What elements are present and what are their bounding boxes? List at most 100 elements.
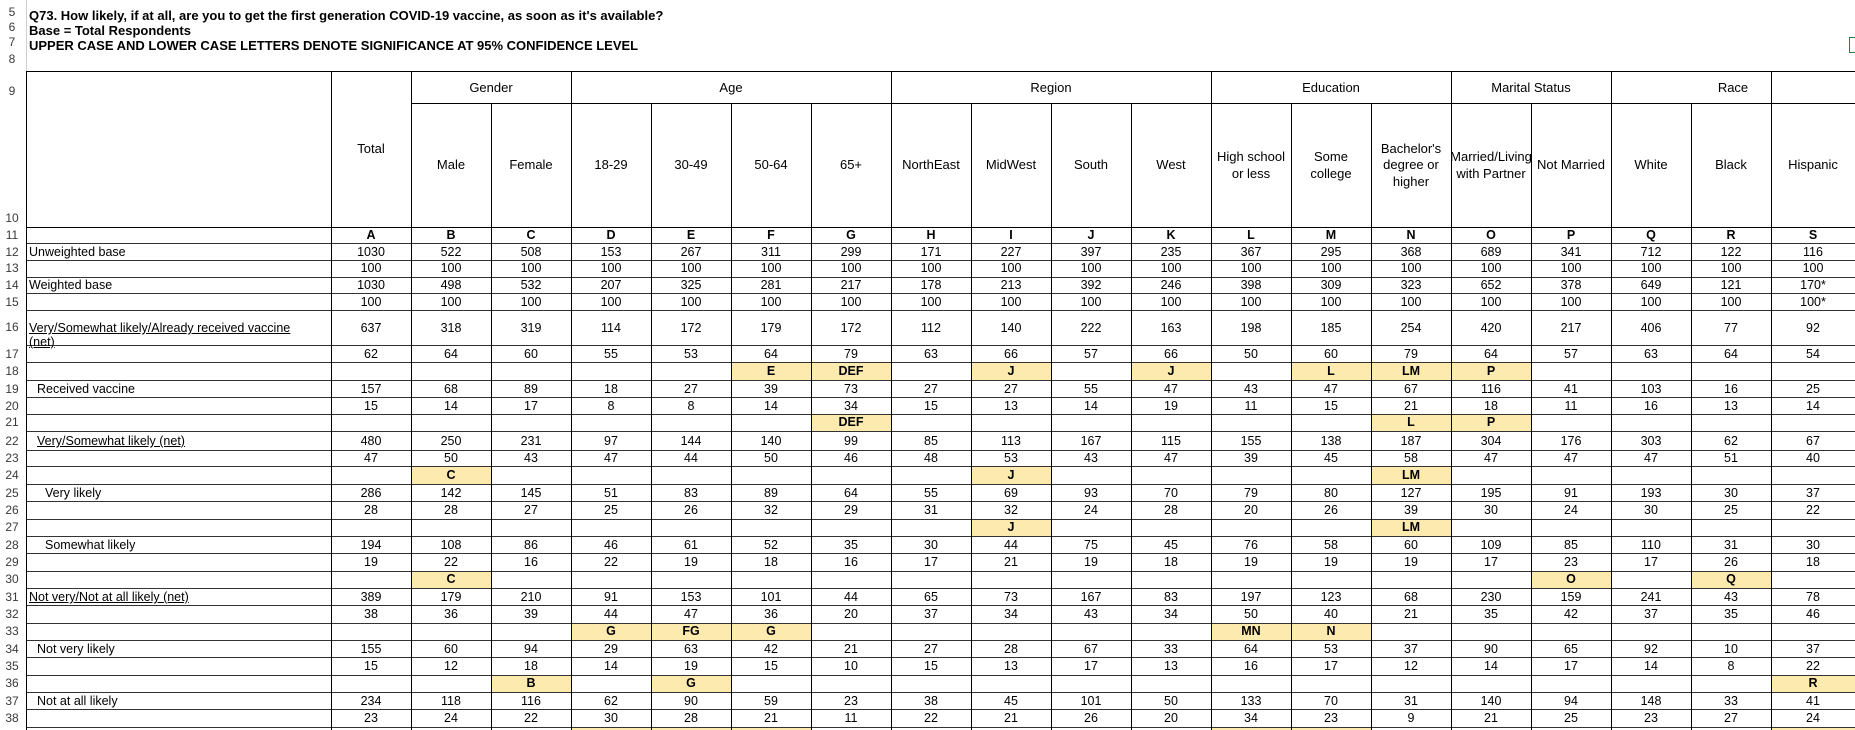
table-cell[interactable]: LM [1401, 520, 1421, 534]
table-cell[interactable]: 39 [524, 607, 538, 621]
table-cell[interactable]: 37 [1806, 486, 1820, 500]
table-cell[interactable]: 649 [1640, 278, 1662, 292]
table-cell[interactable]: 15 [364, 659, 378, 673]
table-cell[interactable]: 101 [760, 590, 782, 604]
table-cell[interactable]: 18 [1806, 555, 1820, 569]
table-cell[interactable]: 100 [360, 261, 382, 275]
table-cell[interactable]: 19 [1324, 555, 1338, 569]
row-number[interactable]: 15 [5, 295, 19, 309]
table-cell[interactable]: 38 [364, 607, 378, 621]
column-header[interactable]: 50-64 [754, 157, 788, 173]
table-cell[interactable]: 63 [684, 642, 698, 656]
table-cell[interactable]: 34 [844, 399, 858, 413]
table-cell[interactable]: 97 [604, 434, 618, 448]
table-cell[interactable]: 230 [1480, 590, 1502, 604]
group-header-marital-status[interactable]: Marital Status [1491, 80, 1571, 95]
table-cell[interactable]: 18 [1484, 399, 1498, 413]
table-cell[interactable]: 38 [924, 694, 938, 708]
table-cell[interactable]: 50 [764, 451, 778, 465]
table-cell[interactable]: 26 [1724, 555, 1738, 569]
table-cell[interactable]: 112 [921, 321, 941, 335]
table-cell[interactable]: 44 [1004, 538, 1018, 552]
table-cell[interactable]: 13 [1724, 399, 1738, 413]
table-cell[interactable]: 712 [1640, 245, 1662, 259]
table-cell[interactable]: 79 [1404, 347, 1418, 361]
table-cell[interactable]: 44 [604, 607, 618, 621]
table-cell[interactable]: 83 [1164, 590, 1178, 604]
table-cell[interactable]: 30 [1484, 503, 1498, 517]
table-cell[interactable]: 43 [1084, 607, 1098, 621]
row-number[interactable]: 35 [5, 659, 19, 673]
table-cell[interactable]: 100 [1240, 295, 1262, 309]
table-cell[interactable]: 100 [600, 295, 622, 309]
row-number[interactable]: 25 [5, 486, 19, 500]
table-cell[interactable]: 47 [1484, 451, 1498, 465]
column-header[interactable]: NorthEast [902, 157, 960, 173]
table-cell[interactable]: 167 [1080, 590, 1102, 604]
table-cell[interactable]: 172 [680, 321, 702, 335]
table-cell[interactable]: G [686, 676, 696, 690]
table-cell[interactable]: 14 [1806, 399, 1820, 413]
table-cell[interactable]: 480 [360, 434, 382, 448]
column-header[interactable]: Black [1715, 157, 1747, 173]
table-cell[interactable]: 45 [1004, 694, 1018, 708]
column-header[interactable]: 30-49 [674, 157, 708, 173]
table-cell[interactable]: 100* [1800, 295, 1826, 309]
table-cell[interactable]: 25 [1806, 382, 1820, 396]
table-cell[interactable]: 62 [364, 347, 378, 361]
table-cell[interactable]: 179 [440, 590, 462, 604]
table-cell[interactable]: 309 [1320, 278, 1342, 292]
column-letter[interactable]: I [1009, 228, 1013, 242]
table-cell[interactable]: 60 [1324, 347, 1338, 361]
row-number[interactable]: 29 [5, 555, 19, 569]
table-cell[interactable]: 50 [444, 451, 458, 465]
row-number[interactable]: 31 [5, 590, 19, 604]
table-cell[interactable]: 28 [1004, 642, 1018, 656]
table-cell[interactable]: 28 [364, 503, 378, 517]
table-cell[interactable]: 17 [1084, 659, 1098, 673]
column-header[interactable]: High school or less [1217, 149, 1285, 181]
table-cell[interactable]: 8 [687, 399, 695, 413]
column-letter[interactable]: B [446, 228, 456, 242]
table-cell[interactable]: 167 [1080, 434, 1102, 448]
table-cell[interactable]: 100 [1400, 261, 1422, 275]
table-cell[interactable]: 70 [1324, 694, 1338, 708]
table-cell[interactable]: O [1566, 572, 1576, 586]
table-cell[interactable]: 86 [524, 538, 538, 552]
table-cell[interactable]: 40 [1806, 451, 1820, 465]
cell-selection-marker[interactable] [1849, 37, 1855, 53]
table-cell[interactable]: 27 [524, 503, 538, 517]
table-cell[interactable]: 140 [1000, 321, 1022, 335]
table-cell[interactable]: 91 [1564, 486, 1578, 500]
table-cell[interactable]: 20 [1164, 711, 1178, 725]
table-cell[interactable]: 67 [1404, 382, 1418, 396]
table-cell[interactable]: J [1007, 468, 1015, 482]
table-cell[interactable]: 78 [1806, 590, 1820, 604]
table-cell[interactable]: 115 [1161, 434, 1181, 448]
table-cell[interactable]: 43 [524, 451, 538, 465]
table-cell[interactable]: 48 [924, 451, 938, 465]
table-cell[interactable]: 109 [1480, 538, 1502, 552]
table-cell[interactable]: 42 [1564, 607, 1578, 621]
table-cell[interactable]: 689 [1480, 245, 1502, 259]
table-cell[interactable]: LM [1401, 468, 1421, 482]
column-header[interactable]: Total [357, 141, 385, 157]
table-cell[interactable]: 8 [607, 399, 615, 413]
table-cell[interactable]: 61 [684, 538, 698, 552]
table-cell[interactable]: 378 [1560, 278, 1582, 292]
table-cell[interactable]: 37 [924, 607, 938, 621]
table-cell[interactable]: 185 [1320, 321, 1342, 335]
table-cell[interactable]: J [1167, 364, 1175, 378]
table-cell[interactable]: 40 [1324, 607, 1338, 621]
table-cell[interactable]: 18 [764, 555, 778, 569]
table-cell[interactable]: 16 [844, 555, 858, 569]
table-cell[interactable]: 100 [1560, 261, 1582, 275]
table-cell[interactable]: 35 [1724, 607, 1738, 621]
table-cell[interactable]: 30 [604, 711, 618, 725]
table-cell[interactable]: 31 [1724, 538, 1738, 552]
row-number[interactable]: 13 [5, 261, 19, 275]
table-cell[interactable]: 55 [1084, 382, 1098, 396]
table-cell[interactable]: 23 [1324, 711, 1338, 725]
table-cell[interactable]: G [766, 624, 776, 638]
table-cell[interactable]: 47 [1644, 451, 1658, 465]
